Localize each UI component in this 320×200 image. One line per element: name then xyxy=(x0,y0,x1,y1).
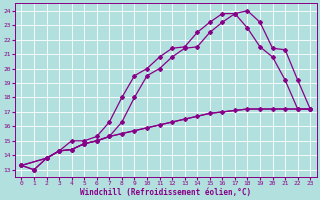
X-axis label: Windchill (Refroidissement éolien,°C): Windchill (Refroidissement éolien,°C) xyxy=(80,188,252,197)
